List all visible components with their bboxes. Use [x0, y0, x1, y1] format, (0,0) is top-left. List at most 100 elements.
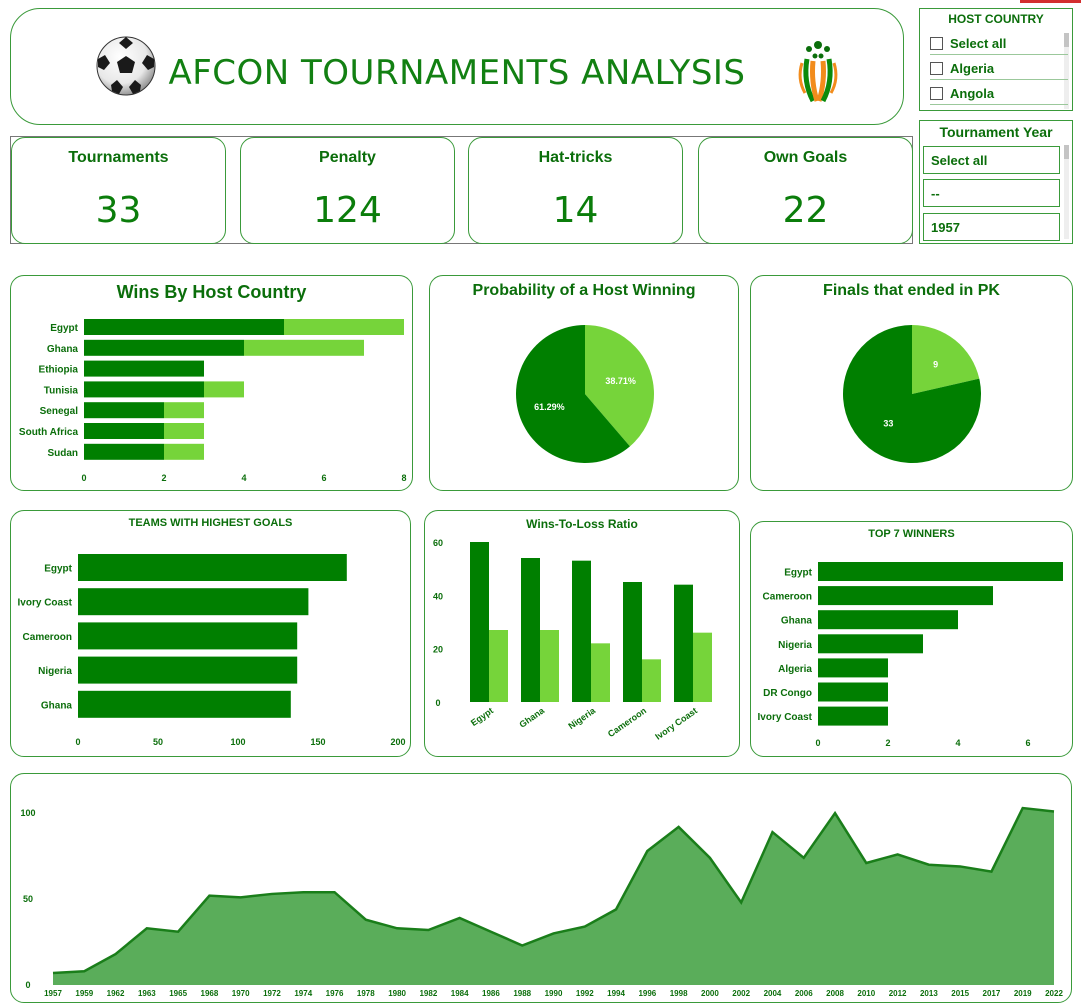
pie-slice — [912, 325, 980, 394]
tick-label: 60 — [433, 538, 443, 548]
tick-label: 6 — [321, 473, 326, 483]
category-label: Ethiopia — [39, 365, 79, 376]
checkbox-icon[interactable] — [930, 87, 943, 100]
category-label: Cameroon — [23, 632, 72, 643]
year-tick-label: 1994 — [607, 989, 625, 998]
host-country-slicer[interactable]: HOST COUNTRY Select all Algeria Angola — [919, 8, 1073, 111]
category-label: Ivory Coast — [758, 712, 813, 723]
wins-loss-ratio-chart: 0 20 40 60 Egypt Ghana Nigeria Cameroon Ivory Co… — [433, 538, 712, 742]
option-label: Algeria — [950, 61, 995, 76]
tournament-year-scroll-thumb[interactable] — [1064, 145, 1069, 159]
tick-label: 2 — [161, 473, 166, 483]
year-tick-label: 1962 — [107, 989, 125, 998]
year-tick-label: 1984 — [451, 989, 469, 998]
tick-label: 0 — [815, 738, 820, 748]
host-country-option-angola[interactable]: Angola — [930, 83, 1068, 105]
year-tick-label: 2019 — [1014, 989, 1032, 998]
host-country-option-algeria[interactable]: Algeria — [930, 58, 1068, 80]
year-tick-label: 1986 — [482, 989, 500, 998]
tick-label: 6 — [1025, 738, 1030, 748]
kpi-label: Hat-tricks — [538, 149, 613, 166]
tick-label: 0 — [25, 980, 30, 990]
year-tick-label: 1959 — [75, 989, 93, 998]
category-label: Egypt — [50, 323, 78, 334]
bar — [78, 622, 298, 650]
tournament-year-slicer[interactable]: Tournament Year Select all -- 1957 — [919, 120, 1073, 244]
category-label: Egypt — [784, 568, 812, 579]
kpi-card-own-goals: Own Goals 22 — [698, 137, 913, 244]
year-option-1957[interactable]: 1957 — [923, 213, 1060, 241]
bar — [84, 339, 244, 356]
year-tick-label: 1963 — [138, 989, 156, 998]
host-country-scrollbar[interactable] — [1064, 33, 1069, 109]
tick-label: 0 — [435, 698, 440, 708]
category-label: Egypt — [44, 564, 72, 575]
category-label: Ivory Coast — [18, 598, 73, 609]
year-tick-label: 1968 — [201, 989, 219, 998]
category-label: Senegal — [40, 406, 79, 417]
bar — [674, 584, 693, 702]
kpi-value: 124 — [313, 190, 382, 231]
category-label: Nigeria — [38, 666, 72, 677]
afcon-logo-icon — [798, 41, 838, 103]
bar — [78, 588, 309, 616]
category-label: Nigeria — [778, 640, 812, 651]
slice-label: 61.29% — [534, 402, 565, 412]
year-tick-label: 1996 — [638, 989, 656, 998]
bar — [84, 381, 204, 398]
bar — [244, 339, 364, 356]
year-tick-label: 1988 — [513, 989, 531, 998]
tick-label: 40 — [433, 591, 443, 601]
chart-title: TOP 7 WINNERS — [868, 528, 955, 540]
checkbox-icon[interactable] — [930, 62, 943, 75]
bar — [78, 690, 291, 718]
category-label: Cameroon — [763, 592, 812, 603]
category-label: Sudan — [47, 448, 78, 459]
bar — [470, 542, 489, 702]
year-tick-label: 1976 — [326, 989, 344, 998]
chart-title: Wins By Host Country — [116, 282, 307, 302]
kpi-label: Own Goals — [763, 149, 848, 166]
bar — [489, 630, 508, 702]
category-label: Ghana — [47, 344, 79, 355]
wins-loss-ratio-panel: Wins-To-Loss Ratio 0 20 40 60 Egypt Ghana Nige… — [424, 510, 740, 757]
host-win-probability-chart: 38.71% 61.29% — [516, 325, 654, 463]
bar — [818, 682, 888, 702]
bar — [693, 632, 712, 702]
highest-goals-chart: Egypt Ivory Coast Cameroon Nigeria Ghana 0 50 1… — [18, 554, 406, 747]
host-country-scroll-thumb[interactable] — [1064, 33, 1069, 47]
year-tick-label: 2012 — [889, 989, 907, 998]
year-tick-label: 2006 — [795, 989, 813, 998]
year-tick-label: 1978 — [357, 989, 375, 998]
wins-by-host-chart: Egypt Ghana Ethiopia Tunisia Senegal South Af… — [19, 319, 407, 483]
year-tick-label: 1970 — [232, 989, 250, 998]
tick-label: 2 — [885, 738, 890, 748]
top-winners-panel: TOP 7 WINNERS Egypt Cameroon Ghana Nigeria A… — [750, 521, 1073, 757]
category-label: Tunisia — [44, 385, 79, 396]
year-tick-label: 1965 — [169, 989, 187, 998]
checkbox-icon[interactable] — [930, 37, 943, 50]
kpi-card-tournaments: Tournaments 33 — [11, 137, 226, 244]
year-tick-label: 2013 — [920, 989, 938, 998]
bar — [84, 319, 284, 335]
kpi-value: 22 — [782, 190, 829, 231]
host-country-option-select-all[interactable]: Select all — [930, 33, 1068, 55]
bar — [521, 558, 540, 702]
chart-title: TEAMS WITH HIGHEST GOALS — [128, 517, 293, 529]
tournament-year-scrollbar[interactable] — [1064, 145, 1069, 239]
pie-slice — [843, 325, 981, 463]
year-option-blank[interactable]: -- — [923, 179, 1060, 207]
year-option-select-all[interactable]: Select all — [923, 146, 1060, 174]
year-tick-label: 2022 — [1045, 989, 1063, 998]
window-edge-marker — [1020, 0, 1081, 3]
bar — [84, 360, 204, 377]
bar — [78, 554, 347, 581]
goals-by-year-panel: 0 50 100 1957 1959 1962 1963 1965 1968 1970 1972 19… — [10, 773, 1072, 1003]
bar — [818, 658, 888, 678]
kpi-label: Tournaments — [68, 149, 169, 166]
finals-pk-chart: 9 33 — [843, 325, 981, 463]
chart-title: Wins-To-Loss Ratio — [526, 517, 638, 531]
tick-label: 4 — [241, 473, 246, 483]
year-tick-label: 1998 — [670, 989, 688, 998]
slice-label: 9 — [933, 359, 938, 369]
